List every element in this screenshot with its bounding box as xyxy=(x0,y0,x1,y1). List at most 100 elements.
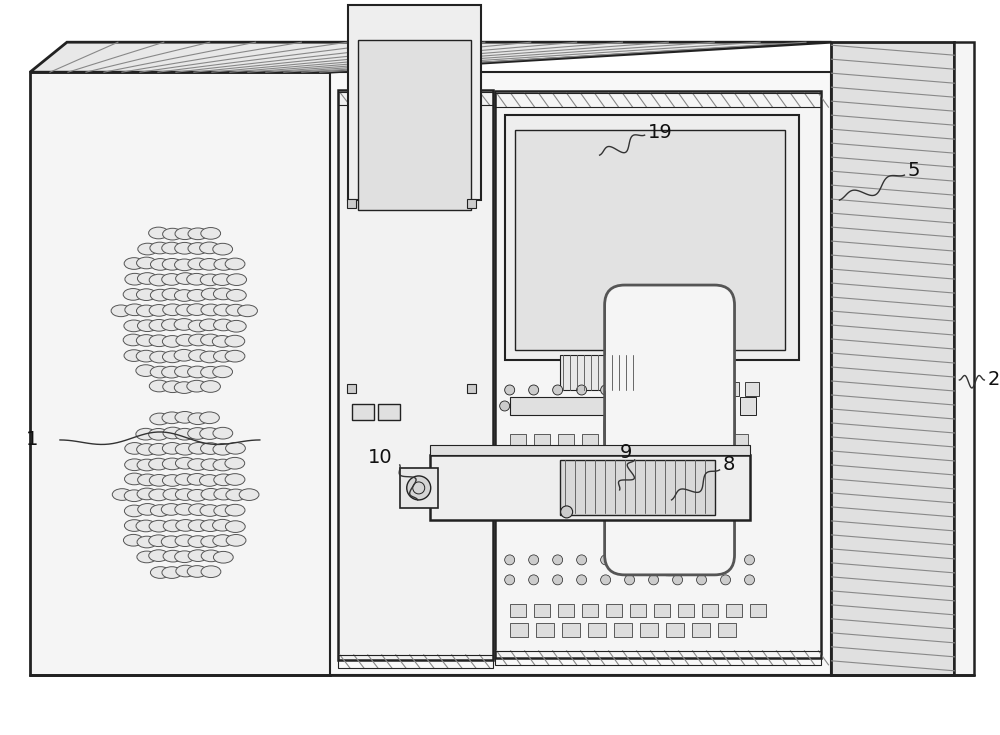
Ellipse shape xyxy=(212,273,232,285)
Ellipse shape xyxy=(136,305,156,317)
Ellipse shape xyxy=(225,258,245,270)
Ellipse shape xyxy=(212,336,232,347)
Ellipse shape xyxy=(125,459,144,470)
Ellipse shape xyxy=(176,520,196,531)
Ellipse shape xyxy=(187,290,207,301)
Circle shape xyxy=(649,555,659,565)
Circle shape xyxy=(601,555,611,565)
Ellipse shape xyxy=(201,489,221,500)
Ellipse shape xyxy=(189,350,208,362)
Ellipse shape xyxy=(201,520,220,531)
Circle shape xyxy=(673,555,683,565)
Circle shape xyxy=(577,575,587,585)
Bar xyxy=(678,434,694,447)
Ellipse shape xyxy=(201,536,221,548)
Ellipse shape xyxy=(188,520,208,531)
Ellipse shape xyxy=(150,413,170,425)
Ellipse shape xyxy=(124,520,144,531)
Bar xyxy=(347,384,356,393)
Bar xyxy=(515,130,785,350)
Ellipse shape xyxy=(150,366,170,378)
Bar xyxy=(732,434,748,447)
Ellipse shape xyxy=(149,429,168,440)
Ellipse shape xyxy=(225,351,245,362)
Ellipse shape xyxy=(188,366,207,378)
Circle shape xyxy=(673,575,683,585)
Ellipse shape xyxy=(163,304,183,315)
Polygon shape xyxy=(30,42,831,72)
Bar xyxy=(588,623,606,637)
Ellipse shape xyxy=(214,351,233,362)
Ellipse shape xyxy=(123,289,143,300)
Ellipse shape xyxy=(226,320,246,332)
Bar xyxy=(678,604,694,617)
Circle shape xyxy=(577,555,587,565)
Ellipse shape xyxy=(189,442,208,454)
Ellipse shape xyxy=(124,320,144,331)
Ellipse shape xyxy=(149,520,169,532)
Ellipse shape xyxy=(214,259,234,270)
Ellipse shape xyxy=(213,366,233,378)
Ellipse shape xyxy=(149,304,169,316)
Ellipse shape xyxy=(137,257,156,269)
Ellipse shape xyxy=(213,551,233,563)
Ellipse shape xyxy=(149,489,169,501)
Ellipse shape xyxy=(163,229,182,240)
Ellipse shape xyxy=(226,290,246,301)
Bar xyxy=(640,623,658,637)
Bar xyxy=(495,650,821,665)
Bar xyxy=(330,72,831,675)
Bar xyxy=(510,397,685,415)
Ellipse shape xyxy=(137,488,157,500)
Ellipse shape xyxy=(175,429,195,440)
Ellipse shape xyxy=(137,444,156,455)
Bar xyxy=(510,434,526,447)
Circle shape xyxy=(529,555,539,565)
Ellipse shape xyxy=(187,380,207,392)
Ellipse shape xyxy=(213,520,232,531)
Ellipse shape xyxy=(138,503,157,515)
Ellipse shape xyxy=(175,551,194,562)
Ellipse shape xyxy=(201,381,220,392)
Ellipse shape xyxy=(175,535,195,547)
Ellipse shape xyxy=(214,474,234,486)
Bar xyxy=(347,199,356,208)
Circle shape xyxy=(505,555,515,565)
Bar xyxy=(352,404,374,420)
Ellipse shape xyxy=(162,336,182,347)
Ellipse shape xyxy=(174,349,194,361)
FancyBboxPatch shape xyxy=(605,285,735,575)
Polygon shape xyxy=(430,445,750,455)
Text: 10: 10 xyxy=(368,448,392,467)
Bar xyxy=(534,604,550,617)
Ellipse shape xyxy=(125,442,145,454)
Ellipse shape xyxy=(188,428,207,440)
Ellipse shape xyxy=(226,534,246,546)
Ellipse shape xyxy=(213,427,233,439)
Ellipse shape xyxy=(149,320,169,331)
Circle shape xyxy=(649,575,659,585)
Ellipse shape xyxy=(163,381,183,392)
Circle shape xyxy=(625,385,635,395)
Ellipse shape xyxy=(123,334,143,345)
Ellipse shape xyxy=(225,335,245,347)
Polygon shape xyxy=(30,72,330,675)
Ellipse shape xyxy=(214,488,234,500)
Ellipse shape xyxy=(162,567,182,578)
Ellipse shape xyxy=(136,520,156,532)
Ellipse shape xyxy=(125,473,144,485)
Bar xyxy=(467,384,476,393)
Ellipse shape xyxy=(176,565,196,577)
Ellipse shape xyxy=(605,285,735,575)
Ellipse shape xyxy=(150,259,170,270)
Ellipse shape xyxy=(226,489,246,501)
Ellipse shape xyxy=(189,334,208,346)
Ellipse shape xyxy=(149,550,169,562)
Ellipse shape xyxy=(187,566,207,577)
Ellipse shape xyxy=(137,536,157,548)
Bar xyxy=(740,397,756,415)
Bar xyxy=(400,468,438,508)
Ellipse shape xyxy=(149,443,169,455)
Ellipse shape xyxy=(137,459,157,471)
Circle shape xyxy=(721,555,731,565)
